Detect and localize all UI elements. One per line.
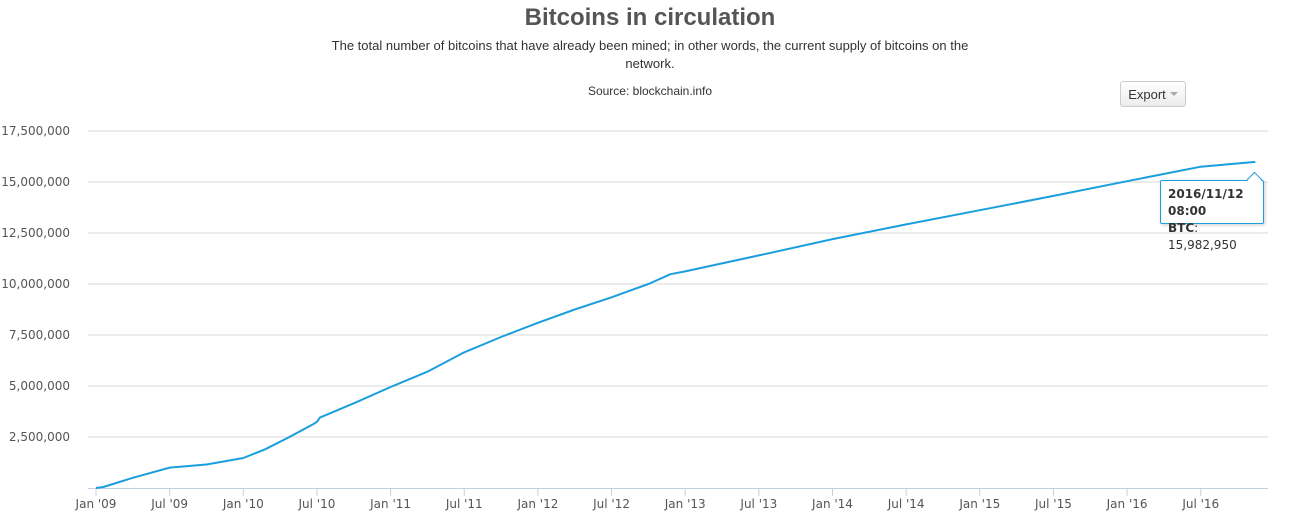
x-tick-label: Jan '12 (516, 497, 558, 511)
chart-subtitle: The total number of bitcoins that have a… (331, 38, 969, 71)
y-tick-label: 7,500,000 (9, 328, 70, 342)
export-label: Export (1128, 86, 1166, 102)
tooltip-date: 2016/11/12 08:00 (1168, 187, 1244, 218)
chart-source: Source: blockchain.info (587, 84, 713, 98)
x-tick-label: Jan '16 (1106, 497, 1148, 511)
caret-down-icon (1169, 92, 1178, 96)
y-tick-label: 5,000,000 (9, 379, 70, 393)
tooltip-series: BTC (1168, 221, 1195, 235)
x-tick-label: Jan '11 (369, 497, 411, 511)
tooltip-value: 15,982,950 (1168, 238, 1237, 252)
x-tick-label: Jan '13 (664, 497, 706, 511)
y-tick-label: 10,000,000 (1, 277, 70, 291)
x-tick-label: Jan '15 (958, 497, 1000, 511)
x-tick-label: Jul '13 (739, 497, 777, 511)
series-line-btc (95, 160, 1256, 489)
y-tick-label: 17,500,000 (1, 124, 70, 138)
x-tick-label: Jan '09 (75, 497, 117, 511)
y-tick-label: 2,500,000 (9, 430, 70, 444)
x-tick-label: Jul '09 (150, 497, 188, 511)
x-tick-label: Jul '15 (1034, 497, 1072, 511)
y-tick-label: 15,000,000 (1, 175, 70, 189)
x-tick-label: Jul '11 (445, 497, 483, 511)
x-tick-label: Jan '14 (811, 497, 853, 511)
chart-title: Bitcoins in circulation (524, 4, 776, 31)
tooltip: 2016/11/12 08:00 BTC: 15,982,950 (1160, 180, 1264, 252)
x-tick-label: Jul '12 (592, 497, 630, 511)
y-tick-label: 12,500,000 (1, 226, 70, 240)
export-button[interactable]: Export (1120, 81, 1186, 107)
x-tick-label: Jul '10 (298, 497, 336, 511)
x-tick-label: Jan '10 (222, 497, 264, 511)
x-tick-label: Jul '14 (887, 497, 925, 511)
x-tick-label: Jul '16 (1181, 497, 1219, 511)
